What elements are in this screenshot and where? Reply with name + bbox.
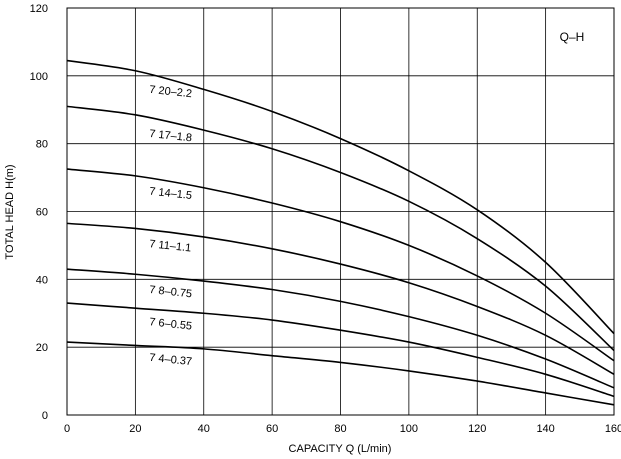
y-tick-label: 0 [42,410,48,422]
x-tick-labels: 0 20 40 60 80 100 120 140 160 [64,423,621,435]
y-tick-label: 120 [30,3,48,15]
curve-label: 7 4–0.37 [149,352,193,368]
curve-label: 7 11–1.1 [149,238,192,254]
y-tick-label: 100 [30,71,48,83]
curve-line [66,105,615,352]
curve-line [66,268,615,389]
curve-line [66,222,615,375]
y-tick-label: 80 [36,139,48,151]
y-tick-labels: 0 20 40 60 80 100 120 [30,3,48,422]
curve-line [66,59,615,335]
curve-label: 7 6–0.55 [149,316,193,332]
x-tick-label: 60 [266,423,278,435]
curve-line [66,341,615,406]
y-tick-label: 60 [36,207,48,219]
curve-labels: 7 20–2.2 7 17–1.8 7 14–1.5 7 11–1.1 7 8–0.75… [149,84,193,368]
x-tick-label: 20 [129,423,141,435]
y-tick-label: 40 [36,274,48,286]
x-tick-label: 100 [400,423,418,435]
curve-label: 7 20–2.2 [149,84,193,100]
x-tick-label: 120 [468,423,486,435]
y-tick-label: 20 [36,342,48,354]
x-tick-label: 40 [198,423,210,435]
x-tick-label: 80 [334,423,346,435]
curve-label: 7 17–1.8 [149,128,193,144]
curve-line [66,168,615,362]
plot-frame [66,7,615,416]
x-tick-label: 140 [536,423,554,435]
curve-label: 7 14–1.5 [149,186,193,202]
x-tick-label: 160 [605,423,621,435]
y-axis-title: TOTAL HEAD H(m) [4,164,16,259]
x-tick-label: 0 [64,423,70,435]
qh-box-label: Q–H [560,30,585,44]
curves [66,59,615,406]
x-axis-title: CAPACITY Q (L/min) [289,443,392,455]
curve-label: 7 8–0.75 [149,284,193,300]
curve-line [66,302,615,398]
